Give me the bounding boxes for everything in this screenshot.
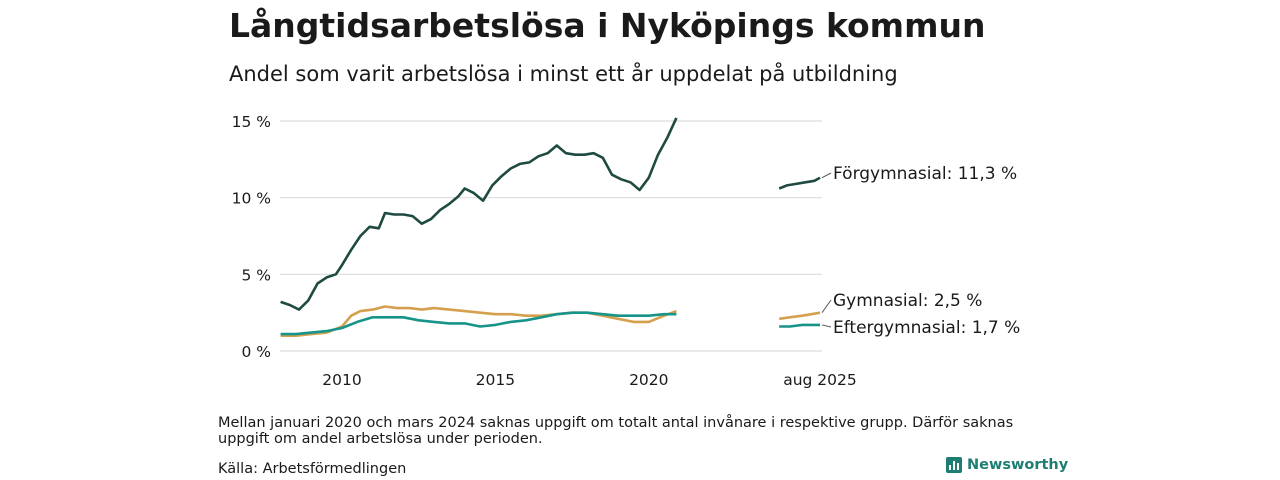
y-axis-ticks: 0 % 5 % 10 % 15 % — [232, 113, 271, 361]
y-tick-label: 5 % — [241, 266, 271, 284]
logo-text: Newsworthy — [967, 457, 1069, 473]
chart-source: Källa: Arbetsförmedlingen — [218, 461, 407, 477]
newsworthy-logo: Newsworthy — [946, 457, 1068, 473]
series-end-label-förgymnasial: Förgymnasial: 11,3 % — [833, 164, 1017, 184]
x-tick-label: 2010 — [322, 371, 361, 389]
label-connector-gymnasial — [821, 299, 832, 313]
y-tick-label: 0 % — [241, 343, 271, 361]
x-tick-label: 2020 — [629, 371, 668, 389]
series-line-eftergymnasial-2 — [779, 323, 820, 328]
series-line-förgymnasial-1 — [280, 117, 678, 311]
series-end-label-gymnasial: Gymnasial: 2,5 % — [833, 291, 982, 311]
series-end-label-eftergymnasial: Eftergymnasial: 1,7 % — [833, 318, 1020, 338]
x-tick-label: 2015 — [476, 371, 515, 389]
gridlines — [280, 120, 822, 352]
series-end-labels: Förgymnasial: 11,3 % Gymnasial: 2,5 % Efte… — [821, 164, 1020, 338]
bar-chart-logo-icon — [946, 457, 962, 473]
line-chart: 0 % 5 % 10 % 15 % 2010 2015 2020 aug 2025 Förg… — [232, 113, 1021, 389]
y-tick-label: 15 % — [232, 113, 271, 131]
x-tick-label: aug 2025 — [783, 371, 857, 389]
series-line-gymnasial-2 — [779, 311, 821, 321]
chart-title: Långtidsarbetslösa i Nyköpings kommun — [229, 6, 986, 45]
y-tick-label: 10 % — [232, 190, 271, 208]
series-line-gymnasial-1 — [280, 305, 677, 337]
label-connector-eftergymnasial — [821, 324, 832, 328]
x-axis-ticks: 2010 2015 2020 aug 2025 — [322, 371, 857, 389]
chart-footnote: Mellan januari 2020 och mars 2024 saknas… — [218, 415, 1014, 447]
series-line-förgymnasial-2 — [778, 176, 821, 190]
chart-subtitle: Andel som varit arbetslösa i minst ett å… — [229, 62, 898, 86]
label-connector-förgymnasial — [821, 172, 832, 179]
series-lines — [280, 117, 821, 337]
series-line-eftergymnasial-1 — [280, 311, 677, 336]
